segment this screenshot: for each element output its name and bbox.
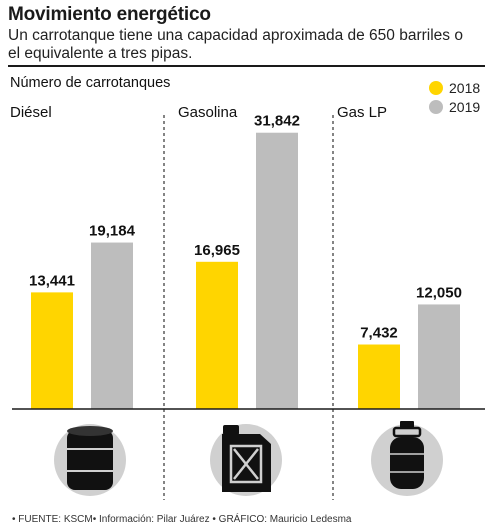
value-label-gas-lp-2018: 7,432 <box>360 325 398 342</box>
bar-gasolina-2019 <box>256 132 298 409</box>
gas-cylinder-icon <box>371 421 443 496</box>
y-axis-label: Número de carrotanques <box>10 75 171 91</box>
bar-gas-lp-2019 <box>418 304 460 409</box>
legend-item-2019: 2019 <box>429 99 480 115</box>
jerrycan-icon <box>210 424 282 496</box>
legend-label-2019: 2019 <box>449 99 481 115</box>
bar-diesel-2019 <box>91 242 133 409</box>
category-label-diesel: Diésel <box>10 104 52 121</box>
source-credits: • FUENTE: KSCM• Información: Pilar Juáre… <box>12 514 352 525</box>
legend-label-2018: 2018 <box>449 80 481 96</box>
legend-item-2018: 2018 <box>429 80 480 96</box>
value-label-diesel-2018: 13,441 <box>29 272 75 289</box>
category-label-gasolina: Gasolina <box>178 104 238 121</box>
legend-swatch-2019 <box>429 100 443 114</box>
bar-gasolina-2018 <box>196 261 238 409</box>
value-label-gasolina-2019: 31,842 <box>254 113 300 130</box>
value-label-gas-lp-2019: 12,050 <box>416 284 462 301</box>
chart-subtitle: Un carrotanque tiene una capacidad aprox… <box>8 27 463 62</box>
top-rule <box>8 65 485 67</box>
legend-swatch-2018 <box>429 81 443 95</box>
bar-diesel-2018 <box>31 292 73 409</box>
value-label-gasolina-2018: 16,965 <box>194 242 240 259</box>
chart-title: Movimiento energético <box>8 4 211 25</box>
barrel-icon <box>54 424 126 496</box>
bar-gas-lp-2018 <box>358 344 400 409</box>
value-label-diesel-2019: 19,184 <box>89 223 136 240</box>
category-label-gas-lp: Gas LP <box>337 104 387 121</box>
